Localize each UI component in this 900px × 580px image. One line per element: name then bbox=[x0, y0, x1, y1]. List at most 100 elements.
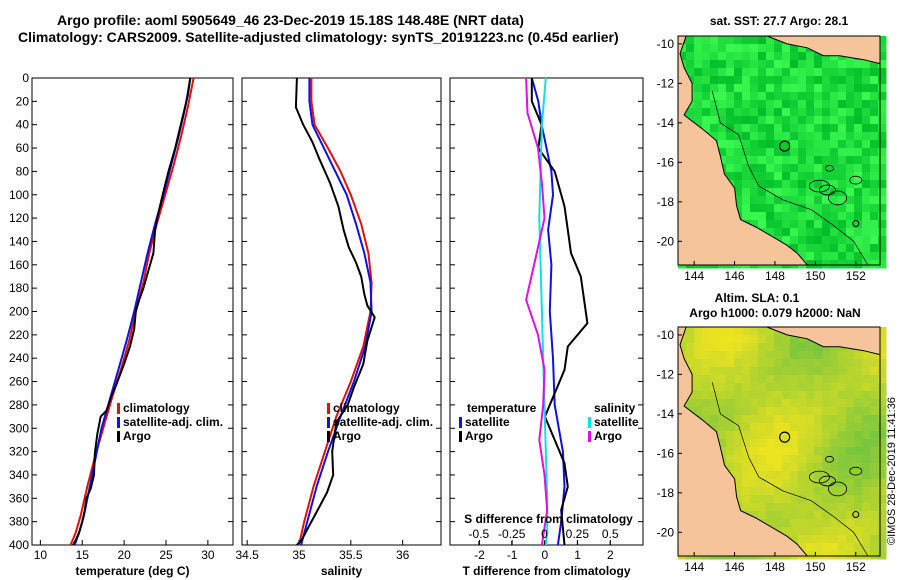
sst-map-cell bbox=[758, 36, 767, 45]
series-t-argo bbox=[530, 78, 589, 546]
sla-map-cell bbox=[694, 383, 703, 392]
sla-map-cell bbox=[878, 439, 887, 448]
sst-map-cell bbox=[750, 92, 759, 101]
sst-map-cell bbox=[854, 132, 863, 141]
sla-map-cell bbox=[774, 487, 783, 496]
sst-map-cell bbox=[774, 220, 783, 229]
sst-map-cell bbox=[822, 132, 831, 141]
sla-map-cell bbox=[782, 407, 791, 416]
sla-map-cell bbox=[726, 327, 735, 336]
sst-map-cell bbox=[742, 180, 751, 189]
sst-map-cell bbox=[822, 116, 831, 125]
sst-map-cell bbox=[734, 196, 743, 205]
sst-map-cell bbox=[750, 84, 759, 93]
temperature-panel-xtick-label: 25 bbox=[159, 548, 173, 562]
sla-map-cell bbox=[878, 375, 887, 384]
sst-map-cell bbox=[854, 156, 863, 165]
sla-map-cell bbox=[878, 327, 887, 336]
sst-map-cell bbox=[830, 220, 839, 229]
sla-map-cell bbox=[862, 367, 871, 376]
sst-map-reef bbox=[818, 184, 836, 196]
temperature-legend-entry: satellite-adj. clim. bbox=[123, 415, 223, 429]
depth-tick-label: 140 bbox=[9, 234, 29, 248]
salinity-legend-entry: Argo bbox=[333, 429, 361, 443]
sla-map-cell bbox=[806, 447, 815, 456]
salinity-legend-swatch bbox=[327, 403, 330, 414]
sla-map-cell bbox=[790, 375, 799, 384]
sst-map-cell bbox=[822, 108, 831, 117]
sla-map-cell bbox=[782, 519, 791, 528]
sla-map-cell bbox=[774, 335, 783, 344]
sst-map-cell bbox=[862, 196, 871, 205]
sst-map-cell bbox=[734, 60, 743, 69]
sla-map-cell bbox=[798, 471, 807, 480]
sla-map-cell bbox=[758, 327, 767, 336]
sla-map-cell bbox=[822, 503, 831, 512]
sla-map-cell bbox=[726, 415, 735, 424]
sla-map-cell bbox=[870, 455, 879, 464]
sla-map-cell bbox=[734, 455, 743, 464]
sst-map-cell bbox=[814, 92, 823, 101]
sst-map-cell bbox=[774, 196, 783, 205]
sla-map-cell bbox=[710, 375, 719, 384]
sla-map-cell bbox=[806, 439, 815, 448]
sst-map-cell bbox=[790, 228, 799, 237]
sst-map-cell bbox=[750, 60, 759, 69]
sla-map-cell bbox=[878, 543, 887, 552]
sla-map-cell bbox=[782, 367, 791, 376]
sla-map-ytick-label: -16 bbox=[657, 446, 675, 460]
sla-map-cell bbox=[774, 351, 783, 360]
sla-map-cell bbox=[742, 479, 751, 488]
sst-map-cell bbox=[710, 92, 719, 101]
sst-map-cell bbox=[726, 36, 735, 45]
sst-map-cell bbox=[854, 140, 863, 149]
sla-map-cell bbox=[822, 543, 831, 552]
sst-map-cell bbox=[878, 76, 887, 85]
sla-map-cell bbox=[710, 351, 719, 360]
sla-map-cell bbox=[718, 327, 727, 336]
sla-map-cell bbox=[774, 383, 783, 392]
sla-map-cell bbox=[878, 399, 887, 408]
difference-x2tick-label: -0.5 bbox=[469, 527, 490, 541]
sla-map-cell bbox=[854, 479, 863, 488]
sst-map-cell bbox=[686, 52, 695, 61]
sla-map-cell bbox=[798, 519, 807, 528]
sst-map-cell bbox=[790, 196, 799, 205]
sst-map-cell bbox=[862, 124, 871, 133]
sst-map-cell bbox=[814, 228, 823, 237]
sst-map-ytick-label: -18 bbox=[657, 195, 675, 209]
sla-map-cell bbox=[694, 407, 703, 416]
sst-map-cell bbox=[758, 60, 767, 69]
sst-map-cell bbox=[702, 52, 711, 61]
sla-map-cell bbox=[742, 495, 751, 504]
sla-map-cell bbox=[758, 439, 767, 448]
sst-map-cell bbox=[838, 220, 847, 229]
series-climatology bbox=[298, 78, 373, 546]
sla-map-cell bbox=[766, 383, 775, 392]
sst-map-cell bbox=[758, 204, 767, 213]
sla-map-cell bbox=[742, 471, 751, 480]
sst-map-cell bbox=[814, 100, 823, 109]
sst-map-cell bbox=[830, 196, 839, 205]
sst-map-cell bbox=[750, 132, 759, 141]
sst-map-title: sat. SST: 27.7 Argo: 28.1 bbox=[710, 14, 849, 28]
sla-map-xtick-label: 144 bbox=[684, 560, 704, 574]
sla-map-cell bbox=[782, 447, 791, 456]
sst-map-cell bbox=[846, 132, 855, 141]
sla-map-cell bbox=[870, 527, 879, 536]
sst-map-cell bbox=[710, 52, 719, 61]
sst-map-cell bbox=[846, 212, 855, 221]
sla-map-cell bbox=[774, 399, 783, 408]
diff-legend-right-swatch bbox=[588, 431, 591, 442]
sst-map-cell bbox=[862, 140, 871, 149]
sla-map-cell bbox=[758, 351, 767, 360]
sla-map-cell bbox=[782, 503, 791, 512]
sla-map-cell bbox=[814, 383, 823, 392]
sst-map-cell bbox=[726, 76, 735, 85]
sst-map-cell bbox=[742, 44, 751, 53]
sla-map-isobath bbox=[711, 382, 869, 557]
sst-map-cell bbox=[798, 252, 807, 261]
sst-map-cell bbox=[814, 212, 823, 221]
sst-map-cell bbox=[830, 172, 839, 181]
sla-map-cell bbox=[710, 335, 719, 344]
